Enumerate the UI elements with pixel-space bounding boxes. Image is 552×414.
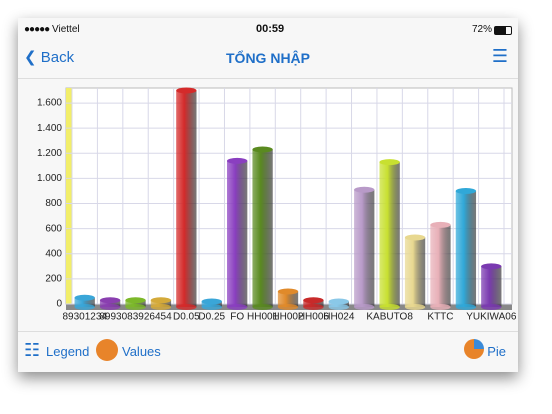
y-tick-label: 600 bbox=[45, 223, 62, 234]
bar-base bbox=[176, 304, 197, 310]
legend-icon[interactable]: ☷ bbox=[24, 340, 41, 360]
bar-top bbox=[74, 294, 95, 301]
bar bbox=[430, 224, 451, 307]
bar bbox=[481, 266, 502, 307]
toolbar: ☷ Legend Values Pie bbox=[18, 331, 518, 372]
x-tick-label: HH002 bbox=[272, 312, 304, 323]
bar-top bbox=[328, 298, 349, 305]
carrier: Viettel bbox=[52, 24, 80, 35]
bar-top bbox=[481, 263, 502, 270]
bar-top bbox=[430, 221, 451, 228]
x-tick-label: D0.25 bbox=[198, 312, 225, 323]
bar bbox=[125, 300, 146, 307]
bar-base bbox=[481, 304, 502, 310]
time: 00:59 bbox=[256, 23, 285, 35]
bar-base bbox=[379, 304, 400, 310]
bar bbox=[74, 297, 95, 307]
bar-base bbox=[252, 304, 273, 310]
bar bbox=[176, 90, 197, 307]
bar bbox=[277, 291, 299, 307]
bar-base bbox=[150, 304, 172, 310]
battery-icon bbox=[494, 26, 512, 35]
bar-base bbox=[404, 304, 426, 310]
back-label[interactable]: Back bbox=[40, 49, 75, 66]
plot-wall bbox=[66, 88, 72, 304]
values-button[interactable]: Values bbox=[122, 344, 161, 359]
bar-top bbox=[176, 87, 197, 94]
y-tick-label: 1.200 bbox=[37, 148, 62, 159]
bar-base bbox=[74, 304, 95, 310]
bar-base bbox=[201, 304, 222, 310]
bar-base bbox=[277, 304, 299, 310]
back-button[interactable]: ❮ Back bbox=[24, 49, 75, 66]
legend-button[interactable]: Legend bbox=[46, 344, 90, 359]
x-tick-label: HH006 bbox=[298, 312, 330, 323]
bar-top bbox=[277, 288, 299, 295]
bar bbox=[99, 300, 121, 307]
bar-top bbox=[354, 186, 375, 193]
x-tick-label: 8993083926454 bbox=[99, 312, 172, 323]
menu-button[interactable]: ☰ bbox=[491, 46, 508, 66]
bar bbox=[227, 160, 248, 307]
bar-base bbox=[328, 304, 349, 310]
bar-top bbox=[99, 297, 121, 304]
bar-top bbox=[125, 297, 146, 304]
nav-title: TỔNG NHẬP bbox=[226, 50, 310, 66]
bar-base bbox=[125, 304, 146, 310]
bar-top bbox=[303, 297, 324, 304]
bar bbox=[150, 300, 172, 307]
y-tick-label: 0 bbox=[56, 299, 62, 310]
y-tick-label: 1.400 bbox=[37, 123, 62, 134]
y-tick-label: 1.000 bbox=[37, 173, 62, 184]
y-tick-label: 1.600 bbox=[37, 98, 62, 109]
chart: 0 200 400 600 800 1.000 1.200 1.400 1.600 8930123… bbox=[37, 87, 517, 323]
bar bbox=[455, 190, 477, 307]
nav-bar: ❮ Back TỔNG NHẬP ☰ bbox=[18, 42, 518, 79]
signal: ●●●●● bbox=[24, 24, 50, 35]
battery-level: 72% bbox=[471, 24, 492, 35]
bar-top bbox=[455, 187, 477, 194]
y-tick-label: 400 bbox=[45, 248, 62, 259]
bar bbox=[252, 149, 273, 307]
x-tick-label: HH024 bbox=[323, 312, 355, 323]
bar-base bbox=[354, 304, 375, 310]
pie-button[interactable]: Pie bbox=[487, 344, 506, 359]
x-tick-label: 89301234 bbox=[62, 312, 107, 323]
bar-top bbox=[252, 146, 273, 153]
bar bbox=[404, 237, 426, 307]
bar-base bbox=[99, 304, 121, 310]
pie-icon[interactable] bbox=[464, 339, 484, 359]
bar-top bbox=[201, 298, 222, 305]
screen: ●●●●● Viettel 00:59 72% ❮ Back TỔNG NHẬP… bbox=[18, 18, 518, 372]
x-tick-label: YUKIWA06 bbox=[466, 312, 517, 323]
bar-top bbox=[150, 297, 172, 304]
bar bbox=[354, 189, 375, 307]
bar-top bbox=[379, 159, 400, 166]
x-tick-label: KTTC bbox=[427, 312, 453, 323]
bar bbox=[379, 162, 400, 307]
status-bar: ●●●●● Viettel 00:59 72% bbox=[18, 18, 518, 42]
values-icon[interactable] bbox=[96, 339, 118, 361]
bar-top bbox=[227, 157, 248, 164]
x-tick-label: FO bbox=[230, 312, 244, 323]
x-tick-label: D0.05 bbox=[173, 312, 200, 323]
x-tick-label: HH001 bbox=[247, 312, 279, 323]
y-tick-label: 800 bbox=[45, 198, 62, 209]
bar-base bbox=[455, 304, 477, 310]
x-tick-label: KABUTO8 bbox=[366, 312, 413, 323]
bar-base bbox=[430, 304, 451, 310]
bar bbox=[303, 300, 324, 307]
y-tick-label: 200 bbox=[45, 274, 62, 285]
bar-base bbox=[303, 304, 324, 310]
bar-base bbox=[227, 304, 248, 310]
bar-top bbox=[404, 234, 426, 241]
